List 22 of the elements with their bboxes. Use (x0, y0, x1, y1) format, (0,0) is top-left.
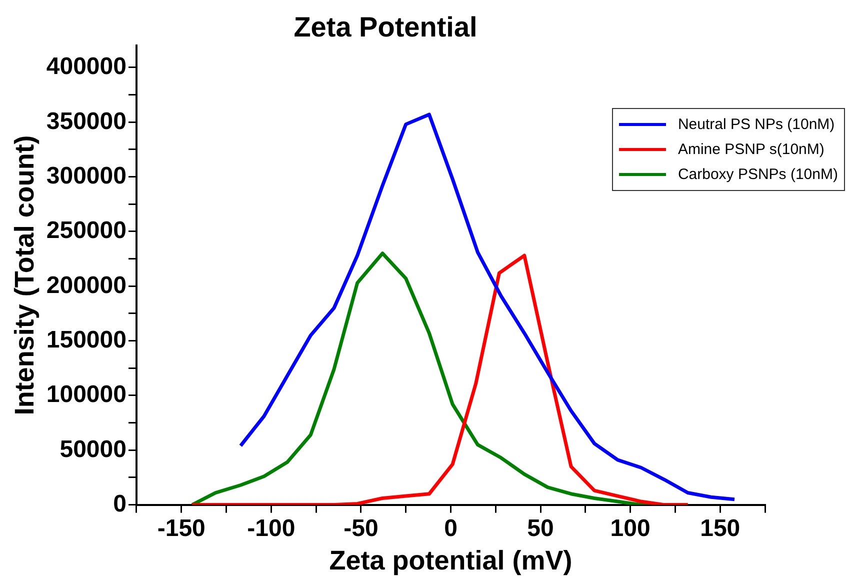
y-tick-label: 200000 (46, 272, 126, 299)
x-tick-label: -150 (157, 514, 206, 542)
legend-label: Neutral PS NPs (10nM) (678, 116, 835, 133)
y-axis-title: Intensity (Total count) (10, 135, 40, 416)
y-tick-label: 0 (113, 490, 126, 518)
legend-label: Amine PSNP s(10nM) (678, 140, 824, 158)
legend-label: Carboxy PSNPs (10nM) (678, 166, 838, 183)
y-tick-label: 100000 (46, 381, 126, 408)
x-tick-label: 150 (700, 514, 740, 542)
x-tick-label: -100 (247, 514, 296, 542)
chart-title: Zeta Potential (294, 12, 478, 43)
y-tick-label: 300000 (46, 162, 126, 190)
y-tick-label: 350000 (46, 108, 126, 135)
x-tick-label: 50 (527, 514, 554, 542)
y-tick-label: 150000 (46, 326, 126, 354)
x-tick-label: 100 (610, 514, 650, 542)
y-tick-label: 250000 (46, 217, 126, 244)
x-axis-title: Zeta potential (mV) (329, 545, 572, 576)
y-tick-label: 50000 (60, 436, 126, 463)
y-tick-label: 400000 (46, 53, 126, 80)
x-tick-label: -50 (344, 514, 378, 542)
x-tick-label: 0 (444, 514, 458, 542)
